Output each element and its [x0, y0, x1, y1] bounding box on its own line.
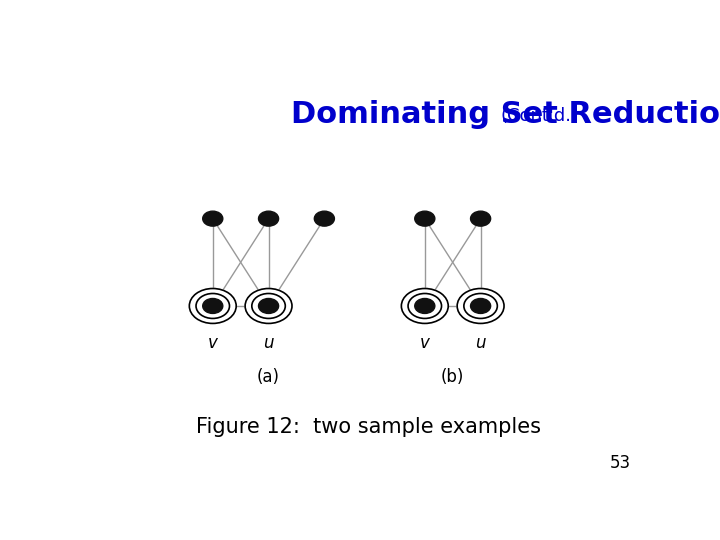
Circle shape	[471, 211, 490, 226]
Text: Figure 12:  two sample examples: Figure 12: two sample examples	[197, 416, 541, 436]
Text: (a): (a)	[257, 368, 280, 386]
Text: v: v	[208, 334, 217, 353]
Circle shape	[203, 299, 222, 313]
Circle shape	[203, 211, 222, 226]
Circle shape	[415, 211, 435, 226]
Circle shape	[315, 211, 334, 226]
Text: u: u	[475, 334, 486, 353]
Circle shape	[245, 288, 292, 323]
Circle shape	[471, 299, 490, 313]
Circle shape	[258, 299, 279, 313]
Text: 53: 53	[610, 454, 631, 472]
Text: u: u	[264, 334, 274, 353]
Text: v: v	[420, 334, 430, 353]
Text: (Cont'd.): (Cont'd.)	[500, 107, 578, 125]
Circle shape	[258, 211, 279, 226]
Circle shape	[401, 288, 449, 323]
Circle shape	[457, 288, 504, 323]
Text: (b): (b)	[441, 368, 464, 386]
Text: Dominating Set Reduction: Dominating Set Reduction	[291, 100, 720, 129]
Circle shape	[415, 299, 435, 313]
Circle shape	[189, 288, 236, 323]
